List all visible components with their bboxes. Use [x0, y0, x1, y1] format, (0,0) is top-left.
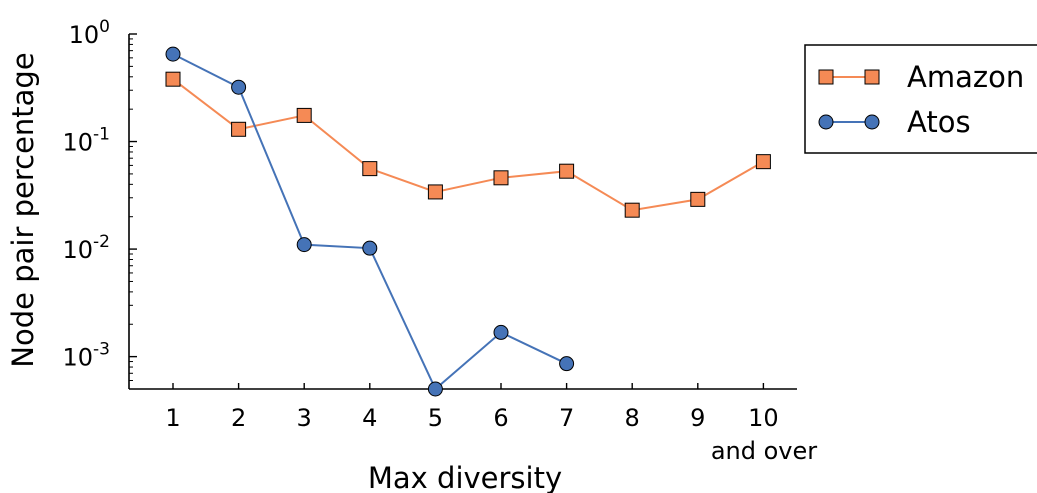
x-tick-label: 8: [625, 404, 640, 432]
amazon-data-point: [690, 191, 706, 207]
atos-series-line: [172, 53, 568, 391]
amazon-data-point: [559, 163, 575, 179]
amazon-data-point: [493, 170, 509, 186]
amazon-data-point: [427, 184, 443, 200]
x-tick-label: 9: [690, 404, 705, 432]
x-tick-label: 2: [231, 404, 246, 432]
x-axis-title: Max diversity: [368, 461, 562, 493]
y-ticks: 10-3 10-2 10-1 100: [63, 17, 137, 390]
series-layer: [165, 46, 771, 397]
amazon-data-point: [296, 107, 312, 123]
x-tick-label: 7: [559, 404, 574, 432]
x-tick-label: 6: [493, 404, 508, 432]
atos-data-point: [165, 46, 181, 62]
legend-atos-label: Atos: [907, 105, 971, 139]
x-tick-label: 10: [748, 404, 779, 432]
atos-data-point: [296, 237, 312, 253]
y-axis-title: Node pair percentage: [6, 52, 40, 367]
x-tick-label: 3: [297, 404, 312, 432]
x-axis-extra-label: and over: [711, 437, 817, 465]
legend-amazon-marker: [864, 69, 880, 85]
legend-atos-marker: [864, 114, 880, 130]
amazon-data-point: [624, 202, 640, 218]
y-tick-label: 100: [69, 17, 110, 49]
legend-box: [804, 44, 1037, 154]
legend: Amazon Atos: [804, 44, 1037, 154]
atos-data-point: [362, 240, 378, 256]
plot-area: 1 2 3 4 5 6 7 8 9 10 10-3 10-2 10-1 100: [63, 17, 797, 432]
amazon-data-point: [165, 71, 181, 87]
y-tick-label: 10-2: [63, 232, 111, 264]
legend-atos-marker: [818, 114, 834, 130]
atos-data-point: [231, 79, 247, 95]
amazon-data-point: [362, 161, 378, 177]
atos-data-point: [493, 324, 509, 340]
x-tick-label: 1: [165, 404, 180, 432]
legend-amazon-marker: [818, 69, 834, 85]
x-tick-label: 4: [362, 404, 377, 432]
y-tick-label: 10-3: [63, 340, 111, 372]
amazon-series-line: [172, 78, 764, 212]
legend-entries: Amazon Atos: [818, 60, 1024, 139]
amazon-data-point: [755, 154, 771, 170]
atos-data-point: [559, 356, 575, 372]
x-tick-label: 5: [428, 404, 443, 432]
amazon-data-point: [231, 121, 247, 137]
legend-amazon-label: Amazon: [907, 60, 1024, 94]
atos-data-point: [427, 381, 443, 397]
y-tick-label: 10-1: [63, 125, 111, 157]
x-ticks: 1 2 3 4 5 6 7 8 9 10: [165, 383, 779, 432]
